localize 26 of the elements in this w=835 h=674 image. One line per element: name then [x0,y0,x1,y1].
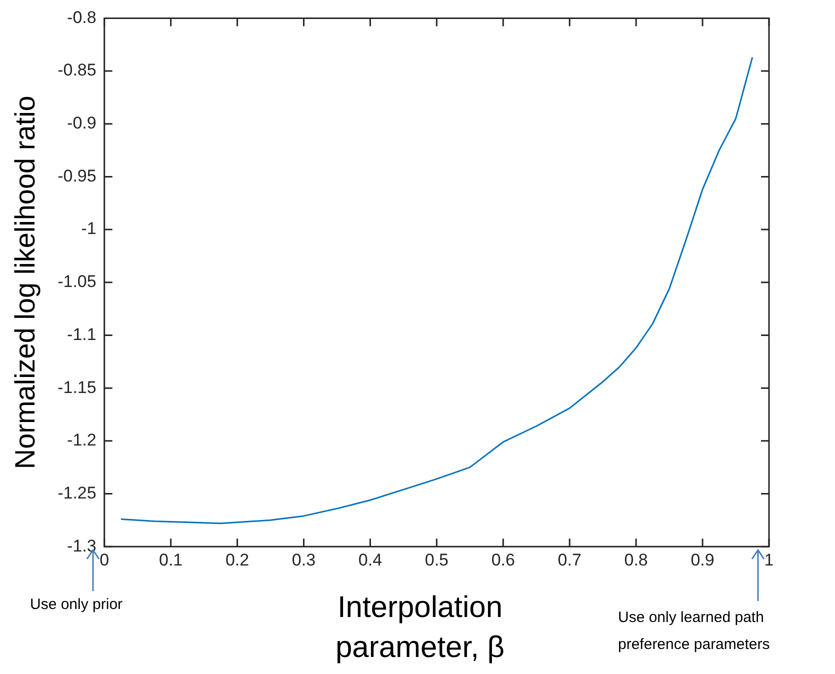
x-tick-label: 0.2 [225,550,250,570]
y-tick-label: -1.2 [67,430,96,450]
text: Use only prior [30,596,123,613]
y-tick-label: -1.1 [67,324,96,344]
y-tick-label: -1.05 [58,272,96,292]
x-tick-label: 0.6 [491,550,515,570]
x-tick-label: 0.7 [558,550,582,570]
x-tick-label: 0.1 [158,550,183,570]
y-tick-label: -1 [81,219,96,238]
text: Use only learned path preference parameters [618,608,771,655]
x-axis-title: Interpolation parameter, β [334,590,506,666]
x-tick-label: 0.8 [624,550,648,570]
y-tick-label: -0.9 [67,114,96,133]
x-tick-label: 0.3 [292,550,316,570]
y-tick-label: -0.95 [58,166,96,186]
x-tick-label: 0.9 [690,550,714,570]
x-tick-label: 0.5 [424,550,448,570]
y-tick-label: -1.25 [58,483,96,502]
y-tick-label: -0.85 [58,60,96,80]
y-tick-label: -1.3 [67,536,96,556]
y-tick-label: -1.15 [58,378,96,397]
x-tick-label: 1 [764,550,774,570]
y-tick-label: -0.8 [67,8,96,27]
y-axis-title: Normalized log likelihood ratio [10,96,41,470]
x-tick-label: 0.4 [358,550,382,570]
x-tick-label: 0 [100,550,110,570]
